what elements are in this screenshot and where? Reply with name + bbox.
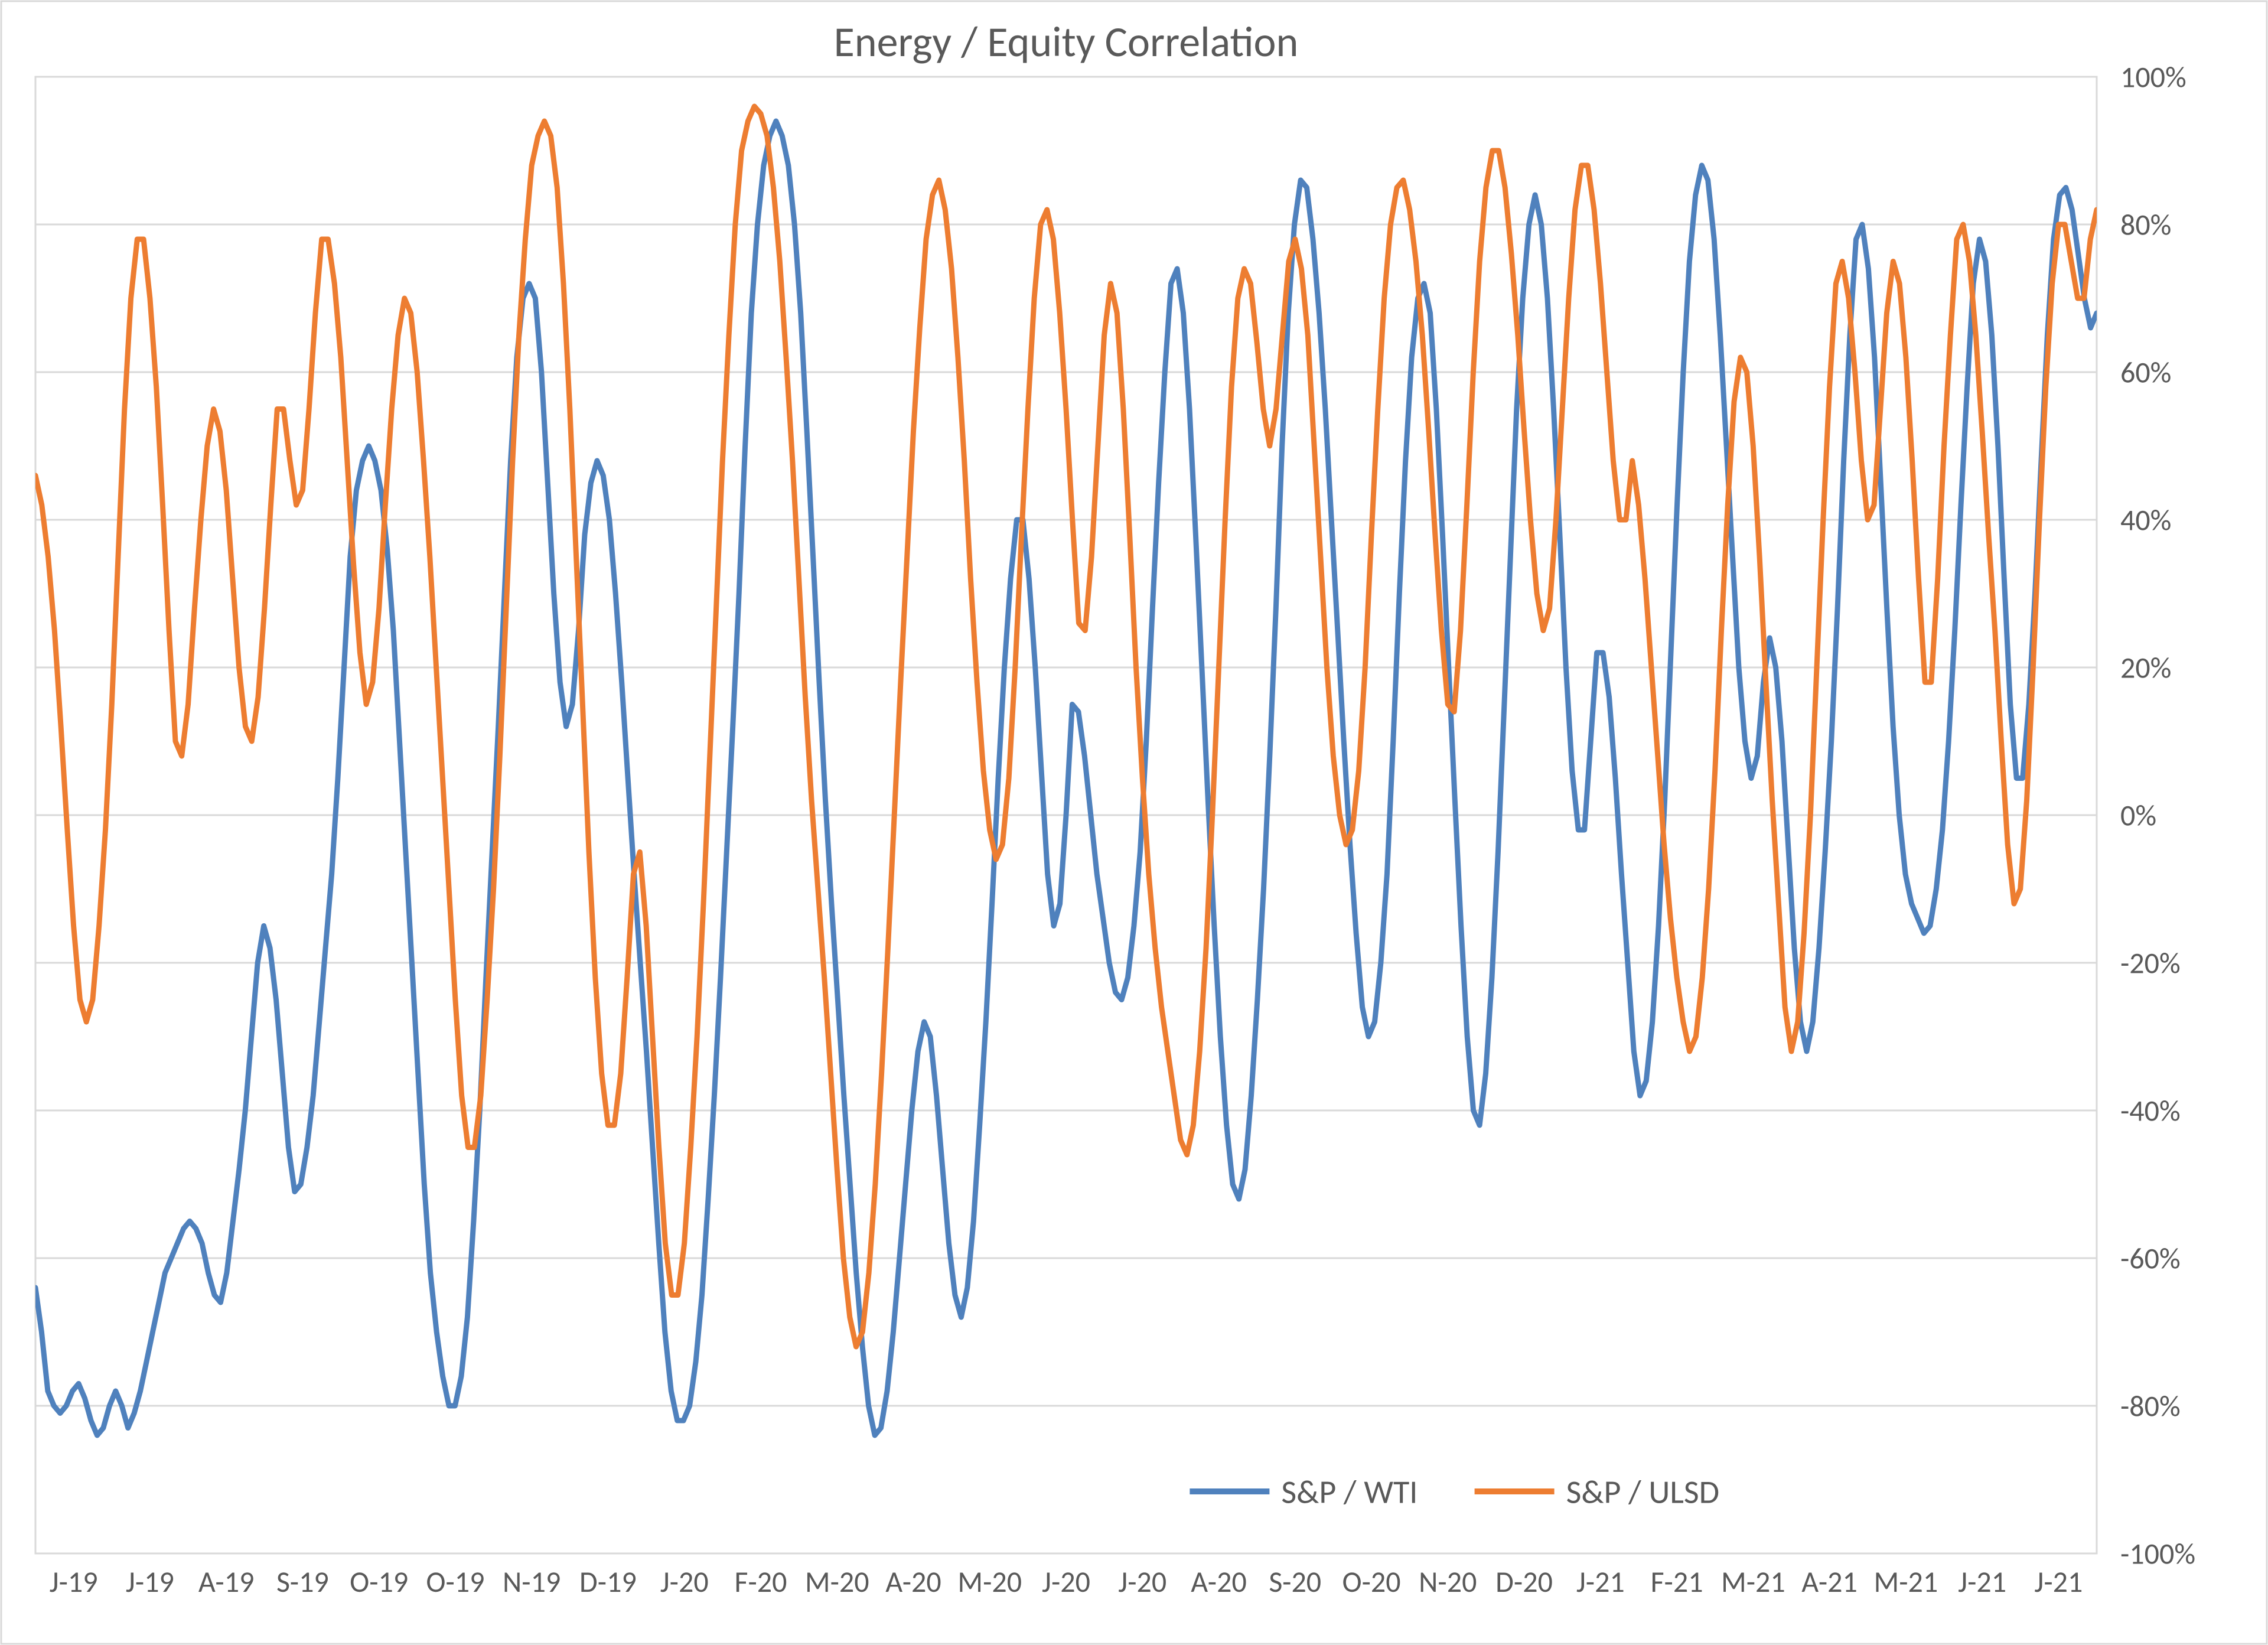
x-tick-label: J-19 (50, 1564, 98, 1600)
x-tick-label: J-21 (1958, 1564, 2006, 1600)
y-tick-label: 20% (2120, 650, 2171, 686)
x-tick-label: J-19 (126, 1564, 174, 1600)
x-tick-label: N-20 (1419, 1564, 1477, 1600)
x-tick-label: M-20 (805, 1564, 869, 1600)
x-tick-label: O-20 (1342, 1564, 1400, 1600)
x-tick-label: M-20 (957, 1564, 1022, 1600)
x-tick-label: N-19 (503, 1564, 561, 1600)
x-tick-label: J-20 (1042, 1564, 1090, 1600)
x-tick-label: D-20 (1495, 1564, 1553, 1600)
x-tick-label: S-19 (276, 1564, 329, 1600)
y-tick-label: -40% (2120, 1093, 2181, 1129)
chart-frame (1, 1, 2267, 1644)
y-tick-label: 80% (2120, 207, 2171, 243)
y-tick-label: -100% (2120, 1536, 2195, 1572)
correlation-line-chart: -100% -80% -60% -40% -20% 0% 20% 40% 60% 80% 100% J… (0, 0, 2268, 1645)
x-tick-label: A-21 (1801, 1564, 1858, 1600)
x-tick-label: O-19 (426, 1564, 484, 1600)
y-tick-label: 60% (2120, 355, 2171, 391)
x-tick-label: F-21 (1651, 1564, 1703, 1600)
x-tick-label: O-19 (350, 1564, 408, 1600)
x-tick-label: A-20 (885, 1564, 941, 1600)
x-tick-label: M-21 (1873, 1564, 1938, 1600)
legend-label-1: S&P / ULSD (1566, 1473, 1719, 1513)
y-tick-label: 40% (2120, 503, 2171, 539)
y-tick-label: -60% (2120, 1241, 2181, 1277)
x-tick-label: A-19 (198, 1564, 255, 1600)
chart-container: -100% -80% -60% -40% -20% 0% 20% 40% 60% 80% 100% J… (0, 0, 2268, 1645)
y-tick-label: -80% (2120, 1389, 2181, 1425)
legend-label-0: S&P / WTI (1281, 1473, 1418, 1513)
y-tick-label: 0% (2120, 798, 2156, 834)
x-tick-label: J-20 (660, 1564, 709, 1600)
x-tick-label: A-20 (1191, 1564, 1247, 1600)
x-tick-label: M-21 (1721, 1564, 1785, 1600)
y-tick-label: 100% (2120, 60, 2186, 96)
x-tick-label: J-20 (1118, 1564, 1166, 1600)
chart-title: Energy / Equity Correlation (834, 16, 1299, 68)
x-tick-label: D-19 (579, 1564, 637, 1600)
y-tick-label: -20% (2120, 946, 2181, 982)
x-tick-label: F-20 (734, 1564, 787, 1600)
x-tick-label: J-21 (1576, 1564, 1625, 1600)
x-tick-label: J-21 (2034, 1564, 2083, 1600)
x-tick-label: S-20 (1269, 1564, 1321, 1600)
